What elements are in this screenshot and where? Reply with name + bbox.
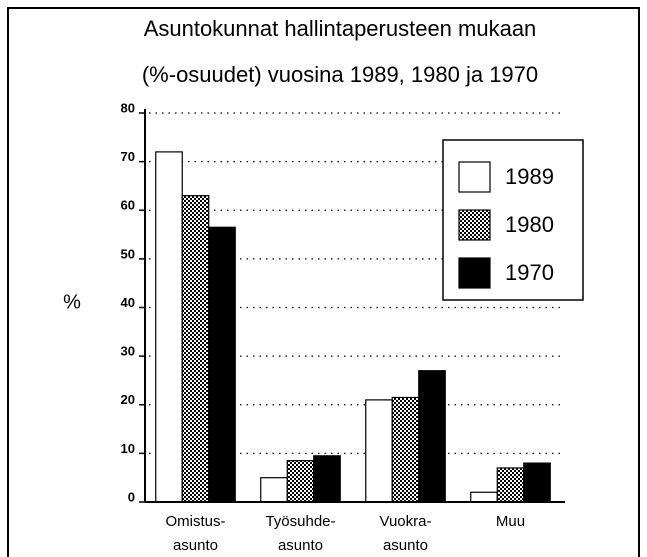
- legend-label: 1980: [505, 212, 554, 237]
- y-tick-label: 10: [121, 441, 135, 456]
- y-tick-label: 70: [121, 149, 135, 164]
- bar: [496, 467, 525, 503]
- bar: [208, 226, 236, 503]
- x-tick-label: Työsuhde-: [265, 513, 335, 530]
- chart-subtitle: (%-osuudet) vuosina 1989, 1980 ja 1970: [142, 62, 538, 87]
- bar: [470, 491, 498, 503]
- bar: [260, 477, 288, 503]
- legend-swatch: [458, 161, 491, 193]
- legend-label: 1970: [505, 260, 554, 285]
- legend-swatch: [458, 209, 491, 241]
- y-tick-label: 20: [121, 392, 135, 407]
- y-tick-label: 30: [121, 344, 135, 359]
- bar: [418, 370, 446, 503]
- x-tick-label: asunto: [278, 537, 323, 554]
- legend-swatch: [458, 257, 491, 289]
- bar: [155, 151, 183, 503]
- y-tick-label: 0: [128, 489, 135, 504]
- y-tick-label: 80: [121, 100, 135, 115]
- x-tick-label: asunto: [173, 537, 218, 554]
- bar: [286, 460, 315, 503]
- y-tick-label: 60: [121, 198, 135, 213]
- bar: [181, 195, 210, 503]
- bar: [365, 399, 393, 503]
- x-tick-label: Vuokra-: [380, 513, 432, 530]
- bar: [313, 455, 341, 503]
- x-tick-label: asunto: [383, 537, 428, 554]
- frame: [7, 7, 640, 557]
- y-tick-label: 40: [121, 295, 135, 310]
- legend-label: 1989: [505, 164, 554, 189]
- y-axis-label: %: [63, 291, 81, 313]
- y-tick-label: 50: [121, 246, 135, 261]
- x-tick-label: Muu: [496, 513, 525, 530]
- chart-title: Asuntokunnat hallintaperusteen mukaan: [144, 16, 537, 41]
- bar: [391, 396, 420, 503]
- x-tick-label: Omistus-: [166, 513, 226, 530]
- bar: [523, 462, 551, 503]
